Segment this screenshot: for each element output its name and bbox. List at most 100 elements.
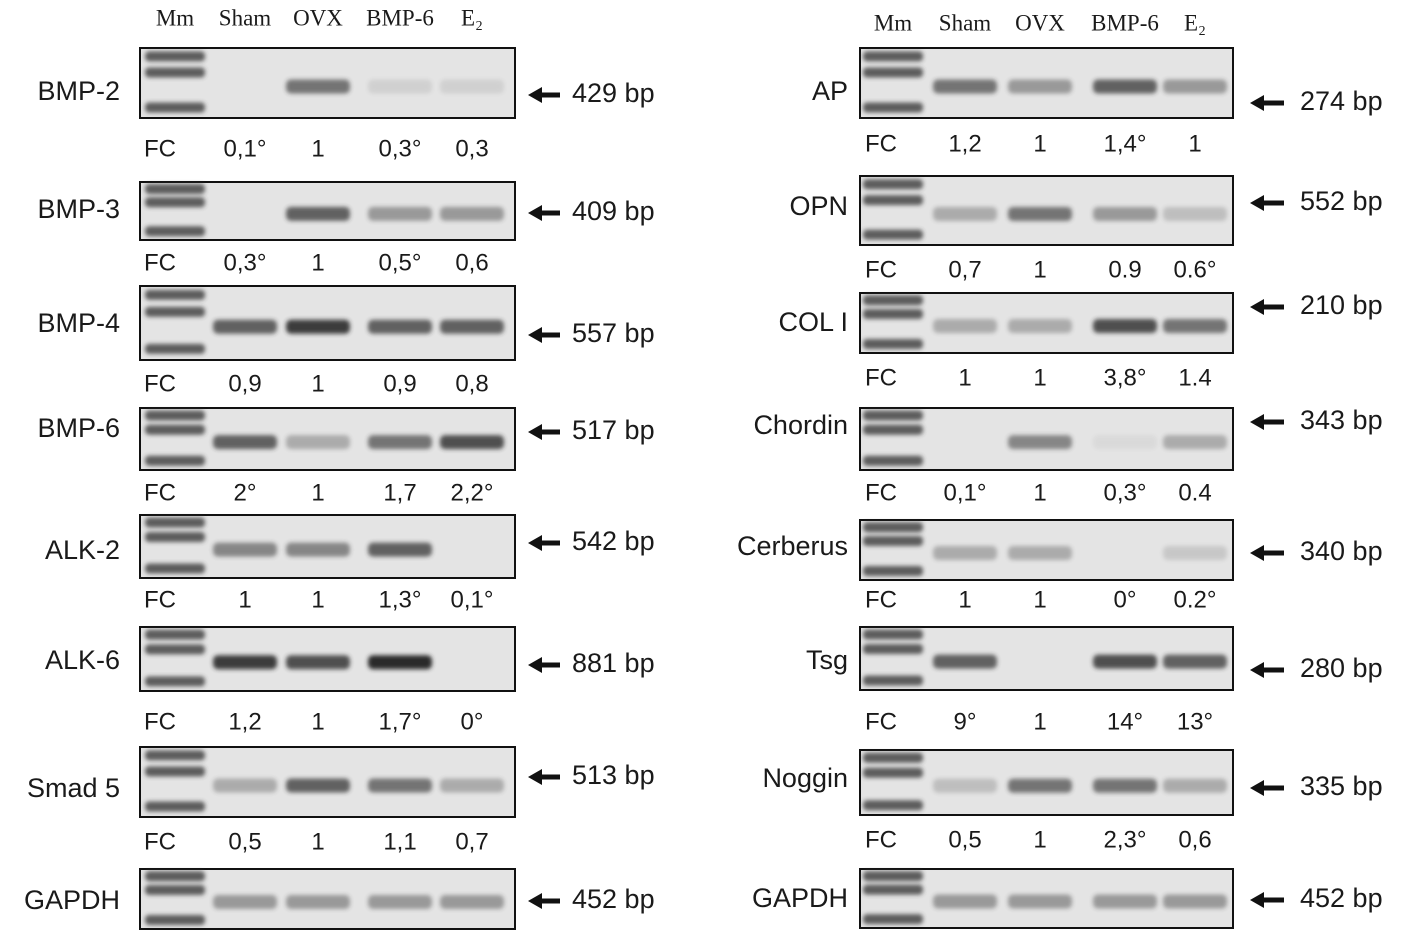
band	[933, 779, 997, 793]
fc-label: FC	[144, 828, 176, 855]
fold-change: 9°	[954, 708, 977, 735]
band	[1093, 779, 1157, 793]
band-size: 452 bp	[1300, 883, 1383, 913]
arrow-head	[528, 769, 542, 785]
fold-change: 0,5	[228, 828, 261, 855]
marker-band	[145, 532, 205, 542]
fc-label: FC	[144, 708, 176, 735]
band-size: 557 bp	[572, 318, 655, 348]
band	[440, 207, 504, 221]
band	[933, 319, 997, 333]
gene-label: Chordin	[753, 410, 848, 440]
band	[440, 779, 504, 793]
band-size: 280 bp	[1300, 653, 1383, 683]
band	[286, 80, 350, 94]
band	[213, 320, 277, 334]
band	[368, 895, 432, 909]
marker-band	[863, 676, 923, 686]
gene-label: COL I	[778, 307, 848, 337]
fc-label: FC	[865, 708, 897, 735]
fold-change: 1	[1033, 826, 1046, 853]
band-size: 542 bp	[572, 526, 655, 556]
marker-band	[145, 456, 205, 466]
fold-change: 0.2°	[1174, 586, 1217, 613]
marker-band	[145, 885, 205, 895]
gene-label: Cerberus	[737, 531, 848, 561]
fold-change: 0,7	[455, 828, 488, 855]
band	[1093, 319, 1157, 333]
band	[933, 207, 997, 221]
arrow-head	[1250, 414, 1264, 430]
gene-label: Tsg	[806, 645, 848, 675]
fold-change: 1,2	[228, 708, 261, 735]
fold-change: 1	[1033, 479, 1046, 506]
marker-band	[863, 195, 923, 205]
band	[1163, 655, 1227, 669]
band	[1163, 80, 1227, 94]
marker-band	[145, 767, 205, 777]
band-size: 513 bp	[572, 760, 655, 790]
band	[933, 546, 997, 560]
gene-label: Smad 5	[27, 773, 120, 803]
fold-change: 1	[1033, 256, 1046, 283]
marker-band	[145, 871, 205, 881]
fold-change: 1	[311, 708, 324, 735]
lane-header: Mm	[874, 10, 912, 35]
band	[286, 207, 350, 221]
fc-label: FC	[144, 586, 176, 613]
band	[368, 655, 432, 669]
marker-band	[145, 184, 205, 194]
band	[1163, 435, 1227, 449]
arrow-head	[1250, 545, 1264, 561]
marker-band	[145, 68, 205, 78]
gene-label: BMP-4	[37, 308, 120, 338]
arrow-head	[528, 535, 542, 551]
band	[1093, 435, 1157, 449]
marker-band	[863, 103, 923, 113]
marker-band	[863, 885, 923, 895]
fold-change: 1,1	[383, 828, 416, 855]
band-size: 274 bp	[1300, 86, 1383, 116]
band-size: 881 bp	[572, 648, 655, 678]
band	[368, 543, 432, 557]
marker-band	[145, 410, 205, 420]
fc-label: FC	[865, 130, 897, 157]
band	[1008, 80, 1072, 94]
gene-label: GAPDH	[752, 883, 848, 913]
band	[440, 320, 504, 334]
band-size: 552 bp	[1300, 186, 1383, 216]
band	[933, 80, 997, 94]
marker-band	[863, 456, 923, 466]
marker-band	[145, 676, 205, 686]
fold-change: 0,6	[1178, 826, 1211, 853]
gene-label: AP	[812, 76, 848, 106]
fold-change: 0,3°	[379, 135, 422, 162]
band	[213, 435, 277, 449]
arrow-head	[1250, 299, 1264, 315]
band	[286, 435, 350, 449]
band-size: 210 bp	[1300, 290, 1383, 320]
fold-change: 1	[958, 364, 971, 391]
band	[213, 655, 277, 669]
fc-label: FC	[865, 256, 897, 283]
band	[368, 779, 432, 793]
fold-change: 1,2	[948, 130, 981, 157]
band	[213, 543, 277, 557]
band	[1093, 207, 1157, 221]
lane-header: E₂	[461, 5, 483, 30]
gene-label: BMP-3	[37, 194, 120, 224]
marker-band	[863, 425, 923, 435]
band	[1008, 779, 1072, 793]
fold-change: 0,9	[228, 370, 261, 397]
band	[368, 207, 432, 221]
fold-change: 0,5°	[379, 249, 422, 276]
lane-header: OVX	[1015, 10, 1065, 35]
band	[286, 779, 350, 793]
band	[1093, 894, 1157, 908]
fold-change: 1	[311, 586, 324, 613]
marker-band	[145, 307, 205, 317]
band	[368, 80, 432, 94]
band-size: 429 bp	[572, 78, 655, 108]
fold-change: 0.6°	[1174, 256, 1217, 283]
gene-label: BMP-6	[37, 413, 120, 443]
